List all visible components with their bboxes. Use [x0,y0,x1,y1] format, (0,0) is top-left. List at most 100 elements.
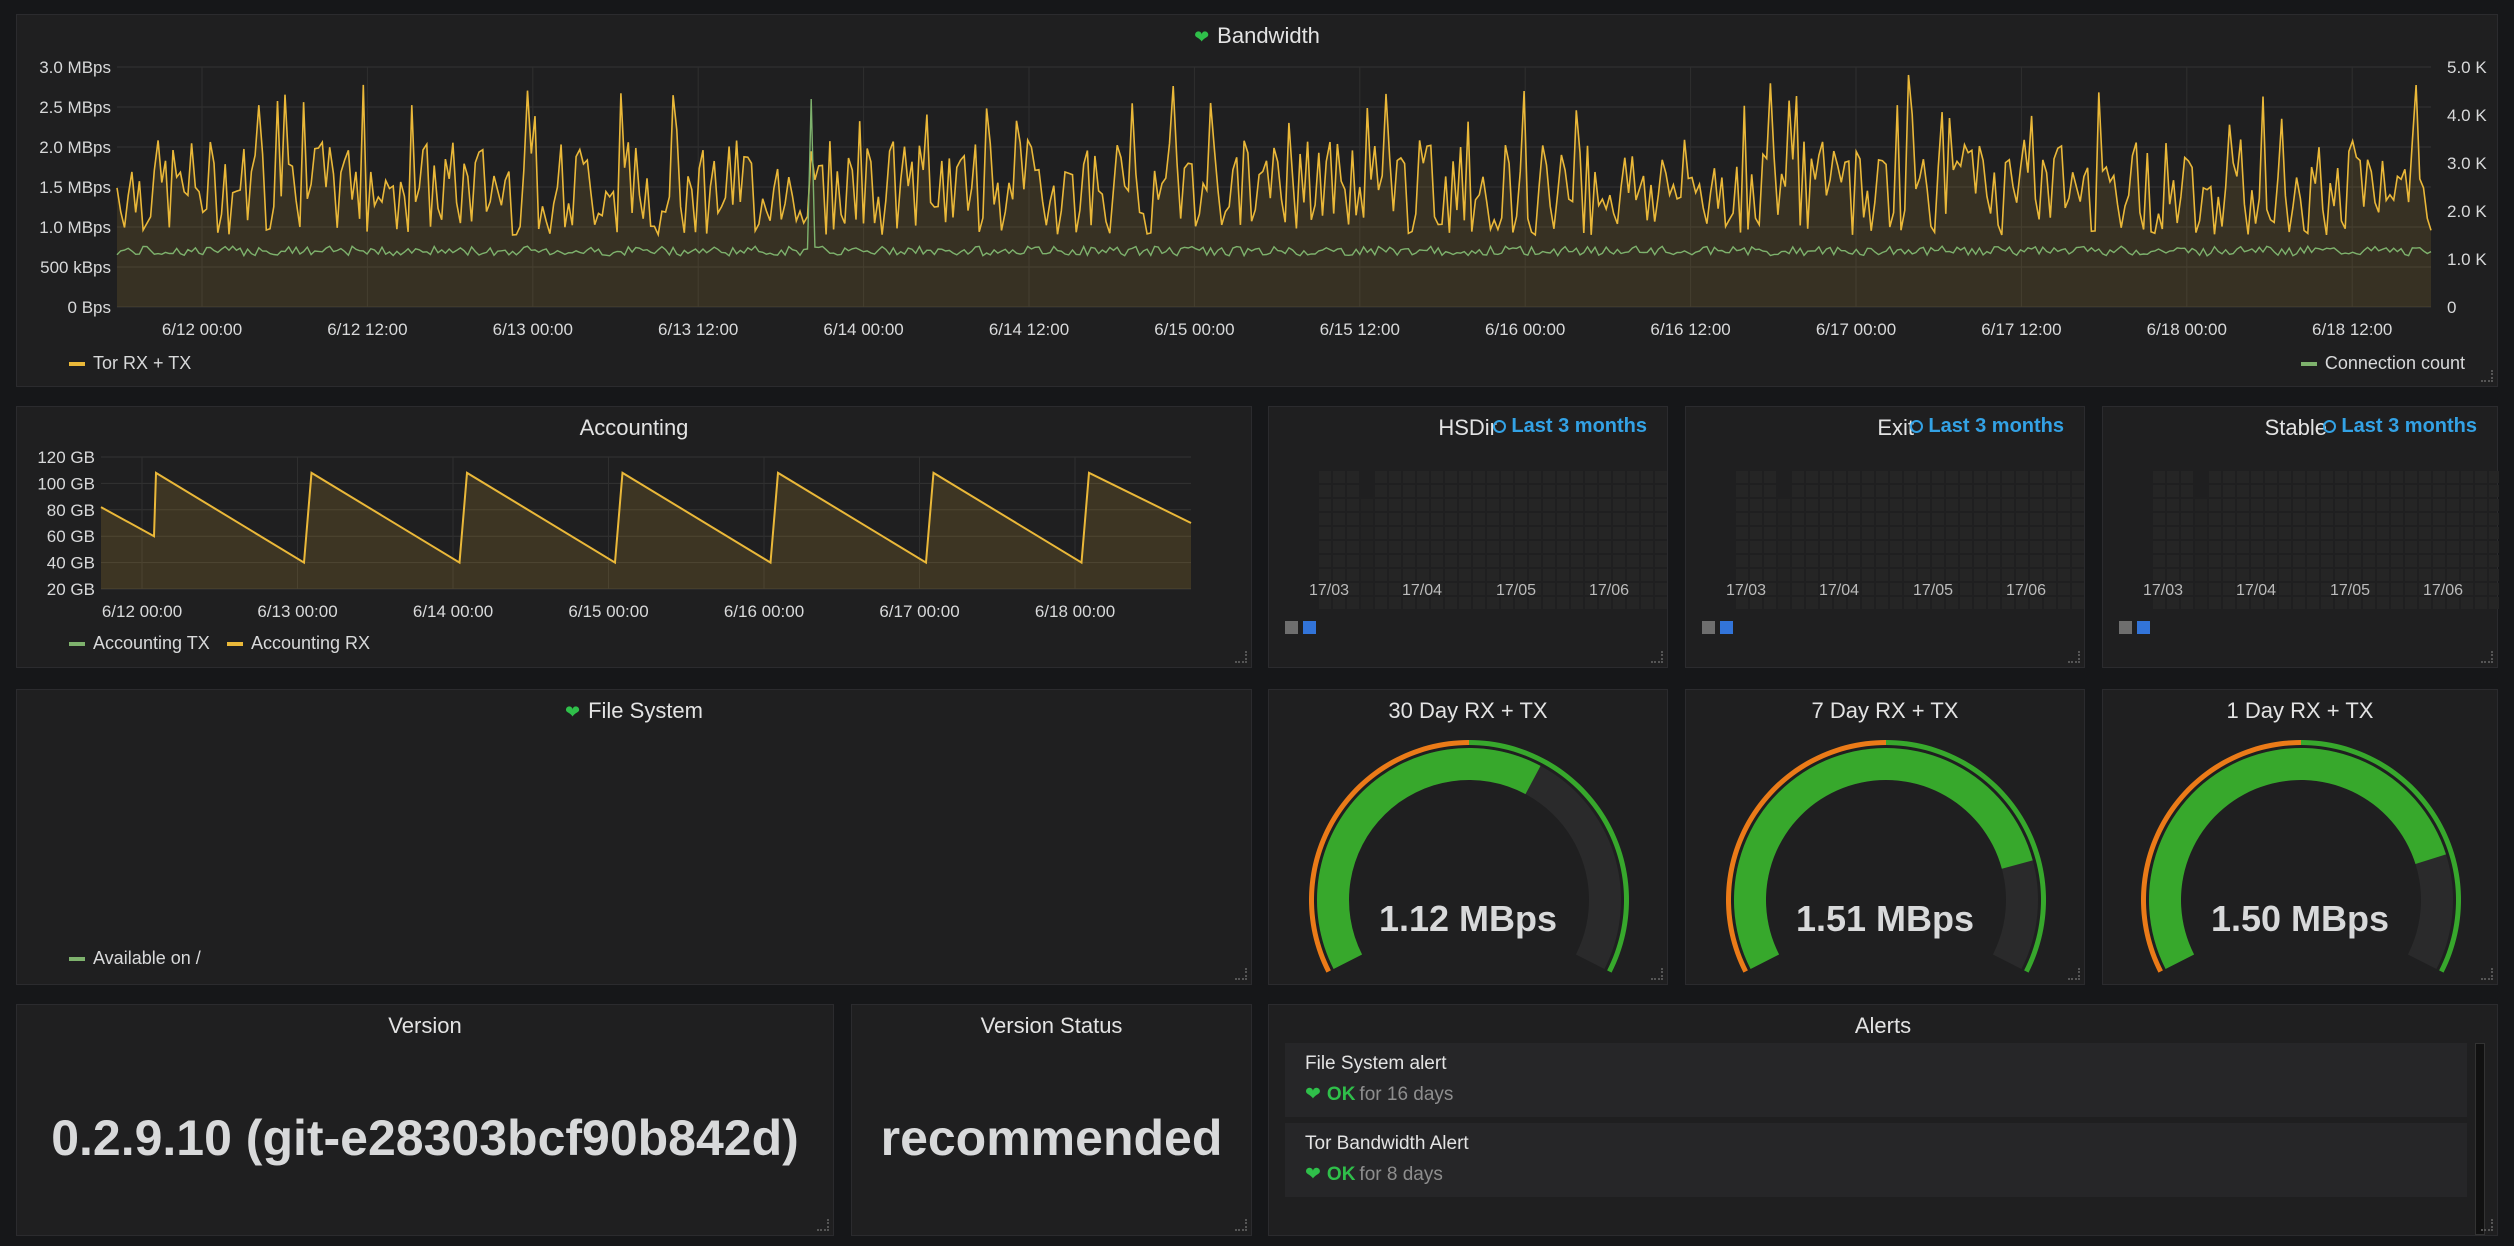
heatmap-cell [1655,485,1667,497]
heatmap-cell [1960,569,1972,581]
exit-heatmap[interactable]: 17/03 17/04 17/05 17/06 [1686,407,2086,669]
alert-item-tor-bandwidth[interactable]: Tor Bandwidth Alert ❤ OK for 8 days [1285,1123,2467,1197]
heatmap-cell [1515,583,1527,595]
stable-time-range[interactable]: Last 3 months [2323,415,2477,438]
heatmap-cell [1960,485,1972,497]
heatmap-cell [1946,527,1958,539]
heatmap-cell [1417,597,1429,609]
heatmap-cell [1932,555,1944,567]
heatmap-cell [2335,541,2347,553]
resize-handle[interactable] [817,1219,829,1231]
heatmap-cell [1529,555,1541,567]
gauge-30day-panel: 30 Day RX + TX 1.12 MBps [1268,689,1668,985]
legend-available-on-root[interactable]: Available on / [69,948,201,969]
resize-handle[interactable] [1235,1219,1247,1231]
version-title[interactable]: Version [388,1013,462,1038]
exit-title[interactable]: Exit [1877,415,1914,440]
heatmap-cell [2307,527,2319,539]
heatmap-cell [2279,471,2291,483]
hsdir-heatmap[interactable]: 17/03 17/04 17/05 17/06 [1269,407,1669,669]
heatmap-cell [1375,555,1387,567]
resize-handle[interactable] [2481,968,2493,980]
heatmap-cell [1918,471,1930,483]
heatmap-cell [2391,597,2403,609]
heatmap-cell [2058,569,2070,581]
heatmap-cell [1333,555,1345,567]
stable-title[interactable]: Stable [2264,415,2327,440]
heatmap-cell [1347,569,1359,581]
resize-handle[interactable] [2481,651,2493,663]
heatmap-cell [1501,555,1513,567]
heatmap-cell [2153,583,2165,595]
heatmap-cell [1918,485,1930,497]
gauge-7day [1726,740,2046,973]
x-tick-label: 6/12 00:00 [102,602,182,621]
bandwidth-title-row[interactable]: ❤ Bandwidth [17,23,2497,49]
stable-heatmap[interactable]: 17/03 17/04 17/05 17/06 [2103,407,2499,669]
heatmap-cell [1459,555,1471,567]
heatmap-cell [2044,583,2056,595]
heatmap-cell [2377,485,2389,497]
heatmap-cell [2433,485,2445,497]
heatmap-cell [1764,597,1776,609]
alerts-scrollbar[interactable] [2475,1043,2485,1235]
legend-accounting-tx[interactable]: Accounting TX [69,633,210,654]
gauge-7day-title[interactable]: 7 Day RX + TX [1811,698,1959,723]
accounting-chart[interactable]: 20 GB 40 GB 60 GB 80 GB 100 GB 120 GB 6/12 00:… [17,407,1253,637]
heatmap-cell [1778,513,1790,525]
heatmap-cell [1890,513,1902,525]
filesystem-chart[interactable] [17,690,1253,950]
heatmap-cell [2153,541,2165,553]
heatmap-cell [1876,485,1888,497]
bandwidth-chart[interactable]: 0 Bps 500 kBps 1.0 MBps 1.5 MBps 2.0 MBps 2.5… [17,15,2499,345]
heatmap-cell [1834,485,1846,497]
heatmap-cell [1890,597,1902,609]
heatmap-cell [2265,597,2277,609]
x-tick-label: 6/16 00:00 [724,602,804,621]
heatmap-cell [2237,583,2249,595]
x-tick-label: 17/04 [1402,582,1442,599]
resize-handle[interactable] [2068,651,2080,663]
accounting-title[interactable]: Accounting [579,415,689,440]
resize-handle[interactable] [2068,968,2080,980]
resize-handle[interactable] [1651,651,1663,663]
heatmap-cell [2181,513,2193,525]
exit-time-range[interactable]: Last 3 months [1910,415,2064,438]
heatmap-cell [2265,499,2277,511]
heatmap-cell [1487,471,1499,483]
legend-accounting-rx[interactable]: Accounting RX [227,633,370,654]
heatmap-cell [2405,499,2417,511]
heatmap-cell [2044,499,2056,511]
resize-handle[interactable] [1651,968,1663,980]
filesystem-title-row[interactable]: ❤ File System [17,698,1251,724]
hsdir-title[interactable]: HSDir [1438,415,1497,440]
gauge-1day-title[interactable]: 1 Day RX + TX [2226,698,2374,723]
legend-connection-count[interactable]: Connection count [2300,353,2465,374]
heatmap-cell [2251,527,2263,539]
heatmap-cell [1764,555,1776,567]
hsdir-time-range[interactable]: Last 3 months [1493,415,1647,438]
resize-handle[interactable] [2481,1219,2493,1231]
gauge-30day-title[interactable]: 30 Day RX + TX [1388,698,1548,723]
heatmap-cell [2195,499,2207,511]
exit-panel: Exit Last 3 months 17/03 17/04 17/05 17/06 [1685,406,2085,668]
alert-item-filesystem[interactable]: File System alert ❤ OK for 16 days [1285,1043,2467,1117]
resize-handle[interactable] [1235,968,1247,980]
legend-tor-rx-tx[interactable]: Tor RX + TX [69,353,191,374]
heatmap-cell [1820,555,1832,567]
heatmap-cell [2209,597,2221,609]
heatmap-cell [1613,583,1625,595]
heatmap-cell [1473,499,1485,511]
heatmap-cell [1543,541,1555,553]
heatmap-cell [1333,597,1345,609]
resize-handle[interactable] [2481,370,2493,382]
heatmap-cell [1333,569,1345,581]
heatmap-cell [2044,513,2056,525]
resize-handle[interactable] [1235,651,1247,663]
heatmap-cell [2044,555,2056,567]
heatmap-cell [2072,499,2084,511]
heatmap-cell [2335,583,2347,595]
version-status-title[interactable]: Version Status [980,1013,1123,1038]
heatmap-cell [2293,471,2305,483]
alerts-title[interactable]: Alerts [1854,1013,1912,1038]
